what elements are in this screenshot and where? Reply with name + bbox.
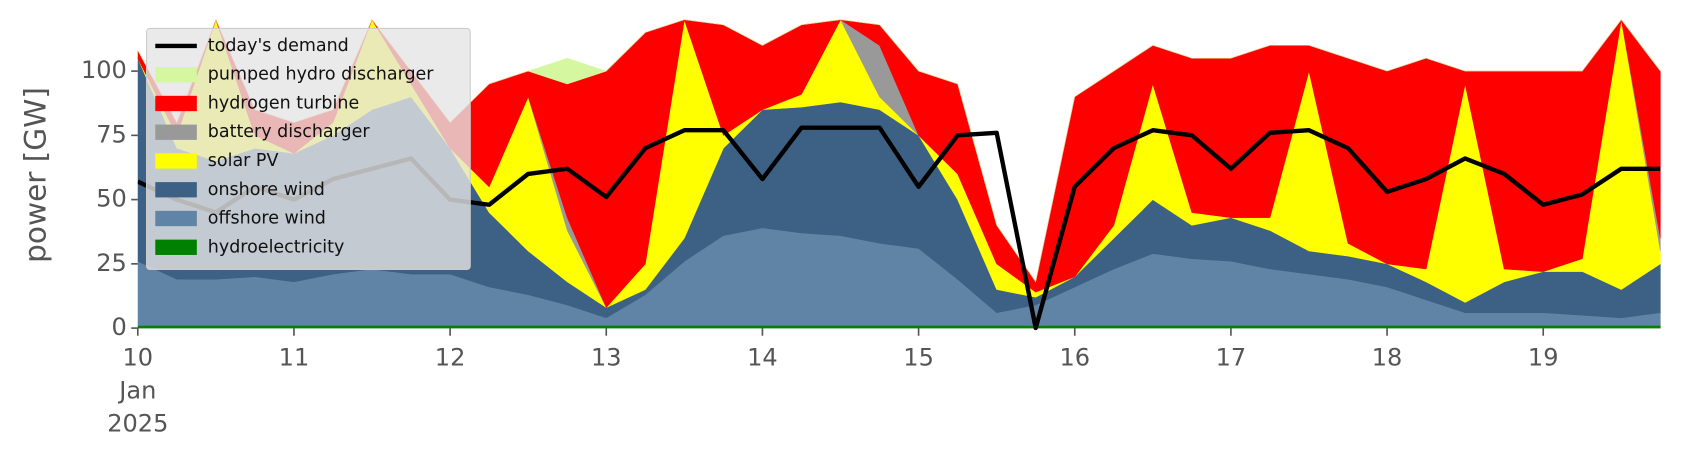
x-tick-label: 2025 xyxy=(107,409,168,437)
x-tick-label: 10 xyxy=(122,344,153,372)
axes: 0 25 50 75 100 10 Jan 2025 11 12 13 14 15 16 17 18 19 xyxy=(81,56,1559,437)
plot-area xyxy=(137,19,1661,331)
legend-swatch xyxy=(155,124,197,140)
x-tick-label: 15 xyxy=(903,344,934,372)
area xyxy=(137,325,1661,329)
x-tick-label: 12 xyxy=(435,344,466,372)
x-tick-label: 17 xyxy=(1216,344,1247,372)
x-tick-label: 11 xyxy=(279,344,310,372)
legend-label: hydroelectricity xyxy=(208,237,345,257)
x-tick-label: 19 xyxy=(1528,344,1559,372)
x-tick-label: 16 xyxy=(1059,344,1090,372)
y-tick-label: 100 xyxy=(81,56,127,84)
legend-label: hydrogen turbine xyxy=(208,93,359,113)
y-tick-label: 75 xyxy=(96,120,127,148)
y-tick-label: 50 xyxy=(96,185,127,213)
y-tick-label: 0 xyxy=(112,313,127,341)
legend-swatch xyxy=(155,95,197,112)
x-tick-label: 13 xyxy=(591,344,622,372)
legend-swatch xyxy=(155,210,197,227)
legend-label: onshore wind xyxy=(208,180,325,200)
legend-swatch xyxy=(155,153,197,169)
legend-label: solar PV xyxy=(208,151,279,171)
legend-swatch xyxy=(155,182,197,198)
x-tick-label: 14 xyxy=(747,344,778,372)
legend-label: offshore wind xyxy=(208,209,326,229)
legend: today's demand pumped hydro discharger hyd… xyxy=(145,27,471,271)
x-tick-label: Jan xyxy=(117,377,156,405)
x-tick-label: 18 xyxy=(1372,344,1403,372)
legend-swatch xyxy=(155,67,197,83)
legend-label: battery discharger xyxy=(208,122,371,142)
legend-box xyxy=(145,27,471,271)
area xyxy=(137,19,1661,283)
legend-swatch xyxy=(155,239,197,255)
legend-label: pumped hydro discharger xyxy=(208,65,435,85)
legend-label: today's demand xyxy=(208,36,349,56)
y-axis-label: power [GW] xyxy=(19,87,53,263)
y-tick-label: 25 xyxy=(96,249,127,277)
